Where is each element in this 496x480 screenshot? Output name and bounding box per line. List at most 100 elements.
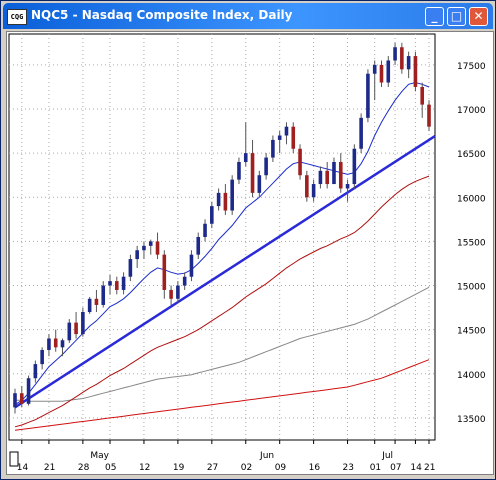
candle-body: [305, 175, 309, 198]
candle-body: [135, 250, 139, 260]
chart-panel[interactable]: 13500 14000 14500 15000 15500 16000 16500 17000…: [6, 31, 494, 475]
candle-body: [81, 312, 85, 335]
candle-body: [182, 276, 187, 286]
window-title: NQC5 - Nasdaq Composite Index, Daily: [31, 8, 293, 22]
candle-body: [237, 161, 241, 180]
candle-body: [420, 86, 425, 105]
candle-body: [338, 161, 343, 189]
x-day-label: 16: [309, 463, 321, 473]
candle-body: [33, 364, 38, 379]
candle-body: [74, 322, 78, 335]
x-day-label: 27: [207, 463, 218, 473]
candle-body: [352, 148, 357, 185]
trendline: [14, 134, 436, 409]
candle-body: [345, 184, 350, 189]
candle-body: [406, 56, 411, 70]
candle-body: [121, 276, 126, 290]
candle-body: [101, 285, 106, 305]
candle-body: [318, 170, 323, 185]
candle-body: [60, 340, 65, 348]
y-tick-label: 17500: [457, 62, 486, 72]
candle-body: [243, 153, 248, 162]
candle-body: [379, 64, 384, 83]
candle-body: [210, 206, 214, 224]
y-tick-label: 16000: [457, 194, 486, 204]
candle-body: [413, 56, 418, 87]
title-bar[interactable]: CQG NQC5 - Nasdaq Composite Index, Daily…: [3, 3, 493, 29]
minimize-button[interactable]: _: [425, 7, 444, 26]
cqg-app-icon[interactable]: CQG: [7, 9, 27, 25]
candle-body: [128, 259, 133, 277]
candle-body: [176, 285, 180, 299]
x-day-label: 28: [78, 463, 90, 473]
close-button[interactable]: ✕: [469, 7, 488, 26]
candle-body: [108, 281, 112, 286]
candle-body: [40, 349, 44, 365]
candle-body: [216, 192, 221, 207]
candle-body: [311, 184, 316, 198]
candle-body: [291, 126, 296, 149]
candle-body: [67, 322, 72, 341]
candle-body: [155, 241, 160, 255]
candle-body: [250, 153, 255, 193]
x-day-label: 19: [173, 463, 185, 473]
candle-body: [332, 161, 336, 185]
candle-body: [298, 148, 302, 176]
candle-body: [230, 179, 234, 211]
candle-body: [115, 281, 119, 290]
candle-body: [284, 126, 289, 136]
x-day-label: 21: [424, 463, 435, 473]
candle-body: [257, 175, 262, 193]
candle-body: [53, 338, 58, 348]
candle-body: [169, 289, 173, 299]
x-day-label: 23: [343, 463, 354, 473]
candle-body: [366, 73, 370, 118]
candle-body: [47, 338, 51, 350]
x-day-label: 09: [275, 463, 287, 473]
candlestick-chart[interactable]: 13500 14000 14500 15000 15500 16000 16500 17000…: [7, 32, 493, 474]
x-day-label: 07: [390, 463, 401, 473]
candle-body: [223, 192, 228, 211]
x-month-label: Jun: [259, 451, 274, 461]
candle-body: [87, 298, 92, 313]
candle-body: [148, 241, 153, 246]
candle-body: [94, 298, 99, 305]
y-tick-label: 13500: [457, 415, 486, 425]
y-tick-label: 17000: [457, 106, 486, 116]
y-tick-label: 16500: [457, 150, 486, 160]
x-day-label: 02: [241, 463, 252, 473]
candle-body: [142, 245, 146, 251]
candle-body: [271, 139, 275, 158]
y-tick-label: 15000: [457, 283, 486, 293]
candle-body: [26, 378, 31, 404]
candle-body: [393, 47, 397, 61]
candle-body: [264, 157, 268, 176]
x-day-label: 05: [105, 463, 116, 473]
time-cursor-box: [9, 451, 19, 467]
ma-short-line: [14, 81, 430, 406]
candle-body: [386, 60, 391, 83]
ma-long2-line: [14, 359, 430, 431]
x-day-label: 14: [17, 463, 29, 473]
candle-body: [203, 223, 207, 237]
candle-body: [400, 47, 404, 70]
plot-frame: [8, 33, 436, 441]
y-tick-label: 14000: [457, 371, 486, 381]
y-tick-label: 15500: [457, 238, 486, 248]
maximize-button[interactable]: □: [447, 7, 466, 26]
x-day-label: 14: [410, 463, 422, 473]
x-month-label: Jul: [381, 451, 393, 461]
x-day-label: 12: [139, 463, 150, 473]
y-tick-label: 14500: [457, 327, 486, 337]
x-day-label: 21: [44, 463, 55, 473]
candle-body: [325, 170, 329, 185]
ma-mid-line: [14, 175, 430, 428]
candle-body: [277, 135, 282, 140]
candle-body: [162, 254, 167, 290]
ma-long1-line: [15, 286, 430, 402]
x-day-label: 01: [370, 463, 381, 473]
candle-body: [13, 393, 17, 408]
candle-body: [19, 393, 24, 404]
candle-body: [359, 117, 363, 149]
